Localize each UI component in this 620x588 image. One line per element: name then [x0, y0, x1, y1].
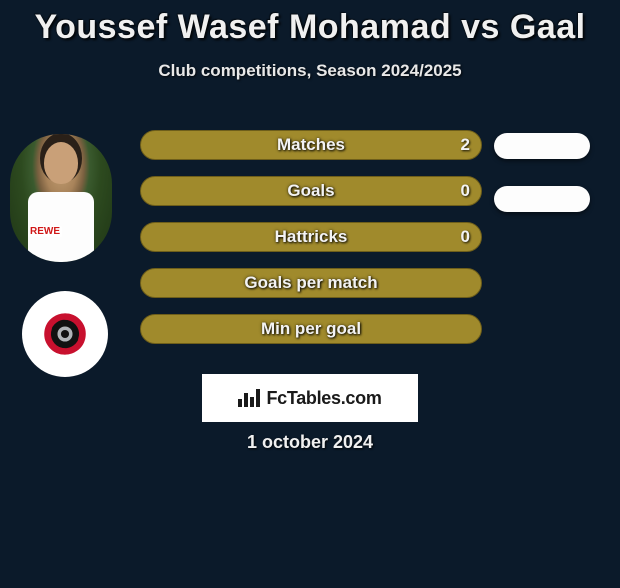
stat-bar: Goals per match: [140, 268, 482, 298]
player-sponsor-label: REWE: [28, 226, 62, 237]
snapshot-date: 1 october 2024: [0, 432, 620, 453]
club-logo: [22, 291, 108, 377]
stat-bar-label: Goals: [140, 176, 482, 206]
stat-bar-label: Goals per match: [140, 268, 482, 298]
hurricane-icon: [36, 305, 94, 363]
stat-bar-label: Min per goal: [140, 314, 482, 344]
bar-chart-icon: [238, 387, 260, 409]
stat-bar-value: 0: [461, 222, 470, 252]
stat-bar: Min per goal: [140, 314, 482, 344]
player-photo: [10, 134, 112, 262]
stat-bar-label: Matches: [140, 130, 482, 160]
stat-bar: Matches2: [140, 130, 482, 160]
fctables-logo[interactable]: FcTables.com: [202, 374, 418, 422]
fctables-logo-text: FcTables.com: [266, 388, 381, 409]
stats-bar-group: Matches2Goals0Hattricks0Goals per matchM…: [140, 130, 482, 360]
stat-bar-value: 0: [461, 176, 470, 206]
stat-bar-label: Hattricks: [140, 222, 482, 252]
opponent-stat-pill: [494, 186, 590, 212]
subtitle: Club competitions, Season 2024/2025: [0, 61, 620, 81]
stat-bar: Hattricks0: [140, 222, 482, 252]
stat-bar: Goals0: [140, 176, 482, 206]
page-title: Youssef Wasef Mohamad vs Gaal: [0, 8, 620, 47]
opponent-stat-pill: [494, 133, 590, 159]
stat-bar-value: 2: [461, 130, 470, 160]
